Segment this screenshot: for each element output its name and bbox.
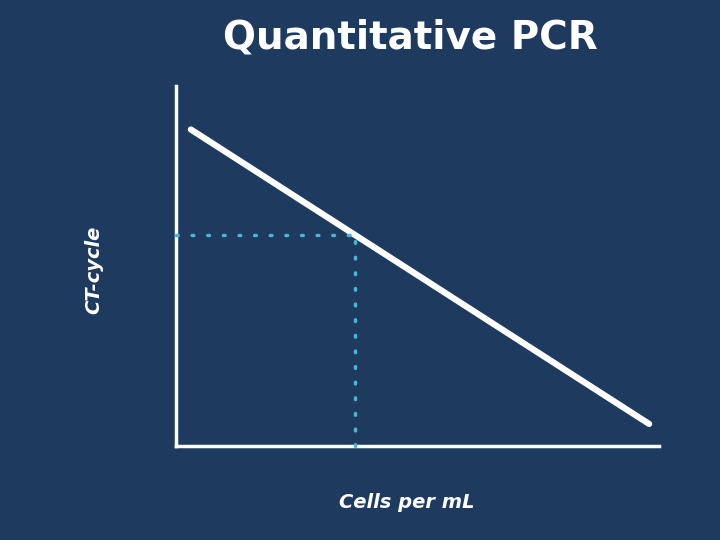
Text: Cells per mL: Cells per mL	[339, 492, 474, 512]
Text: Quantitative PCR: Quantitative PCR	[223, 19, 598, 57]
Text: CT-cycle: CT-cycle	[84, 226, 103, 314]
